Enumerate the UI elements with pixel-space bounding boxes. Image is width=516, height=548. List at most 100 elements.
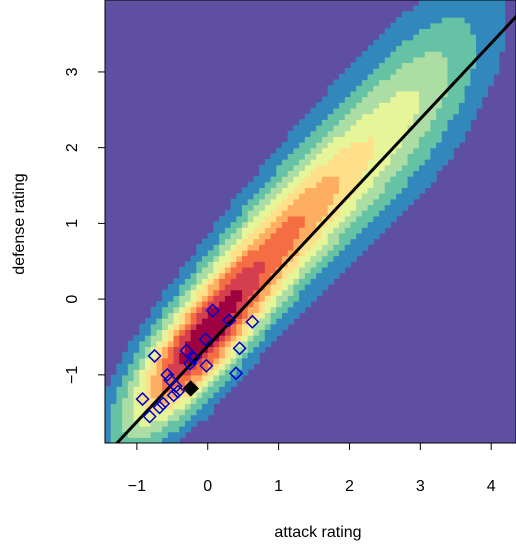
heatmap-cell (162, 380, 169, 387)
heatmap-cell (476, 45, 483, 52)
heatmap-cell (470, 90, 477, 98)
heatmap-cell (264, 227, 272, 234)
heatmap-cell (230, 301, 237, 308)
heatmap-cell (373, 119, 380, 126)
heatmap-cell (219, 272, 226, 279)
heatmap-cell (396, 56, 403, 64)
heatmap-cell (270, 301, 277, 308)
heatmap-cell (287, 266, 294, 274)
heatmap-cell (310, 147, 317, 154)
heatmap-cell (259, 215, 266, 223)
heatmap-cell (213, 295, 220, 302)
heatmap-cell (367, 215, 374, 223)
heatmap-cell (333, 244, 340, 251)
heatmap-cell (407, 136, 414, 143)
heatmap-cell (105, 397, 112, 404)
heatmap-cell (196, 408, 203, 416)
heatmap-cell (373, 159, 380, 166)
heatmap-cell (253, 210, 260, 217)
heatmap-cell (242, 295, 249, 302)
heatmap-cell (133, 374, 140, 382)
heatmap-cell (270, 204, 277, 211)
heatmap-cell (379, 56, 386, 64)
heatmap-cell (339, 227, 346, 234)
data-point (229, 366, 244, 381)
heatmap-cell (441, 45, 449, 52)
heatmap-cell (276, 193, 283, 200)
heatmap-cell (390, 153, 397, 160)
heatmap-cell (156, 391, 163, 399)
heatmap-cell (464, 39, 471, 47)
heatmap-cell (213, 232, 220, 240)
heatmap-cell (344, 261, 352, 268)
heatmap-cell (144, 380, 152, 387)
heatmap-cell (367, 238, 374, 245)
heatmap-cell (401, 73, 409, 81)
heatmap-cell (321, 187, 329, 194)
data-point (232, 341, 247, 356)
heatmap-cell (350, 124, 357, 132)
heatmap-cell (259, 249, 266, 257)
heatmap-cell (213, 369, 220, 376)
heatmap-cell (498, 11, 506, 18)
heatmap-cell (361, 215, 369, 223)
heatmap-cell (447, 147, 454, 154)
heatmap-cell (179, 408, 186, 416)
heatmap-cell (310, 204, 317, 211)
heatmap-cell (390, 204, 397, 211)
heatmap-cell (276, 283, 283, 291)
heatmap-cell (481, 56, 489, 64)
heatmap-cell (144, 346, 152, 353)
heatmap-cell (481, 5, 489, 12)
x-axis: −1 0 1 2 3 4 (128, 442, 496, 495)
heatmap-cell (299, 164, 306, 171)
heatmap-cell (230, 238, 237, 245)
heatmap-cell (356, 210, 363, 217)
heatmap-cell (162, 289, 169, 296)
heatmap-cell (190, 295, 197, 302)
heatmap-cell (236, 346, 243, 353)
heatmap-cell (413, 153, 420, 160)
heatmap-cell (453, 124, 460, 132)
heatmap-cell (441, 141, 449, 149)
heatmap-cell (344, 210, 352, 217)
heatmap-cell (310, 181, 317, 189)
heatmap-cell (242, 221, 249, 228)
heatmap-cell (327, 181, 334, 189)
heatmap-cell (202, 238, 209, 245)
data-point (186, 351, 201, 366)
heatmap-cell (127, 363, 135, 370)
heatmap-cell (396, 51, 403, 58)
heatmap-cell (179, 352, 186, 359)
heatmap-cell (224, 340, 232, 348)
heatmap-cell (350, 170, 357, 177)
heatmap-cell (379, 90, 386, 98)
heatmap-cell (321, 193, 329, 200)
heatmap-cell (367, 56, 374, 64)
heatmap-cell (127, 408, 135, 416)
heatmap-cell (327, 255, 334, 262)
heatmap-cell (487, 79, 494, 86)
heatmap-cell (156, 363, 163, 370)
heatmap-cell (350, 113, 357, 120)
heatmap-cell (230, 272, 237, 279)
heatmap-cell (379, 124, 386, 132)
heatmap-cell (356, 221, 363, 228)
heatmap-cell (333, 96, 340, 103)
heatmap-cell (242, 187, 249, 194)
heatmap-cell (321, 176, 329, 183)
heatmap-cell (304, 113, 312, 120)
heatmap-cell (162, 352, 169, 359)
heatmap-cell (179, 283, 186, 291)
heatmap-cell (390, 147, 397, 154)
heatmap-cell (327, 232, 334, 240)
heatmap-cell (247, 198, 255, 206)
heatmap-cell (373, 153, 380, 160)
heatmap-cell (458, 62, 466, 69)
heatmap-cell (310, 221, 317, 228)
heatmap-cell (339, 113, 346, 120)
heatmap-cell (133, 340, 140, 348)
heatmap-cell (116, 408, 123, 416)
heatmap-cell (207, 283, 215, 291)
heatmap-cell (316, 278, 323, 285)
